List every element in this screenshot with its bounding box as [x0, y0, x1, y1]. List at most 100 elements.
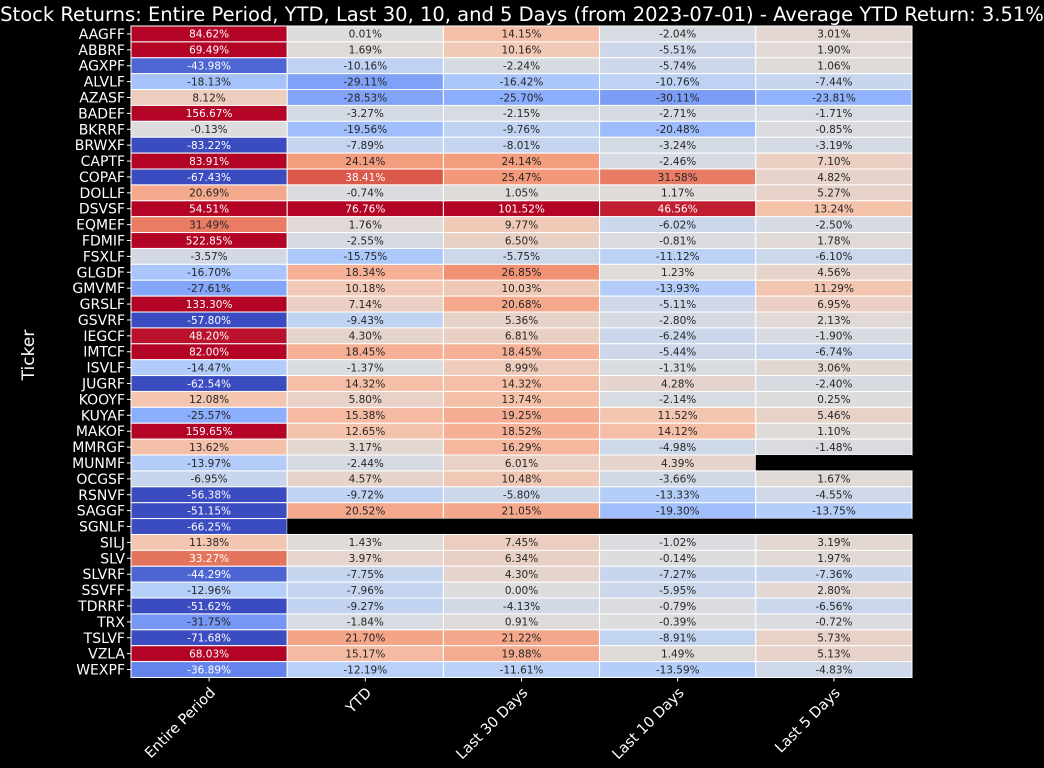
heatmap-cell-label: -16.70%: [187, 267, 231, 279]
heatmap-cell-label: 15.38%: [345, 410, 385, 422]
heatmap-cell-label: 14.12%: [658, 426, 698, 438]
heatmap-cell-label: -28.53%: [343, 92, 387, 104]
heatmap-cell-label: -0.79%: [659, 601, 696, 613]
heatmap-cell-label: -9.43%: [347, 315, 384, 327]
y-tick-label: GLGDF: [77, 265, 125, 281]
heatmap-cell-label: -2.46%: [659, 156, 696, 168]
heatmap-cell-label: 4.30%: [349, 331, 382, 343]
heatmap-cell-label: 133.30%: [186, 299, 233, 311]
heatmap-cell-label: -6.74%: [815, 347, 852, 359]
heatmap-cell-label: 1.69%: [349, 45, 382, 57]
heatmap-cell-label: 4.57%: [349, 474, 382, 486]
heatmap-cell-label: 1.49%: [661, 648, 694, 660]
heatmap-cell-label: -56.38%: [187, 490, 231, 502]
heatmap-cell-label: -4.98%: [659, 442, 696, 454]
heatmap-cell-label: -12.96%: [187, 585, 231, 597]
heatmap-cell-label: -7.27%: [659, 569, 696, 581]
heatmap-cell-label: -2.80%: [659, 315, 696, 327]
heatmap-cell-label: 20.69%: [189, 188, 229, 200]
heatmap-cell-label: 0.01%: [349, 29, 382, 41]
heatmap-cell-label: -2.04%: [659, 29, 696, 41]
heatmap-cell-missing: [443, 518, 600, 535]
heatmap-cell-label: -5.74%: [659, 61, 696, 73]
heatmap-cell-label: 16.29%: [501, 442, 541, 454]
heatmap-cell-label: -5.44%: [659, 347, 696, 359]
heatmap-cell-label: 76.76%: [345, 204, 385, 216]
heatmap-cell-label: 11.29%: [814, 283, 854, 295]
heatmap-cell-label: -6.02%: [659, 219, 696, 231]
heatmap-cell-label: -83.22%: [187, 140, 231, 152]
heatmap-cell-label: -19.56%: [343, 124, 387, 136]
heatmap-cell-label: -7.96%: [347, 585, 384, 597]
heatmap-cell-label: -31.75%: [187, 617, 231, 629]
heatmap-cell-label: 14.15%: [501, 29, 541, 41]
heatmap-cell-label: -66.25%: [187, 521, 231, 533]
heatmap-cell-label: -0.72%: [815, 617, 852, 629]
heatmap-cell-label: -5.11%: [659, 299, 696, 311]
heatmap-cell-label: -8.01%: [503, 140, 540, 152]
heatmap-cell-label: -57.80%: [187, 315, 231, 327]
heatmap-cell-label: 6.81%: [505, 331, 538, 343]
heatmap-cell-label: -67.43%: [187, 172, 231, 184]
heatmap-cell-label: -62.54%: [187, 378, 231, 390]
x-tick-label: Last 5 Days: [772, 685, 843, 756]
heatmap-cell-label: -13.75%: [812, 505, 856, 517]
heatmap-cell-label: -6.56%: [815, 601, 852, 613]
heatmap-cell-label: 7.14%: [349, 299, 382, 311]
heatmap-cell-label: 14.32%: [501, 378, 541, 390]
heatmap-cell-missing: [599, 518, 756, 535]
heatmap-cell-label: 4.39%: [661, 458, 694, 470]
heatmap-cell-label: 48.20%: [189, 331, 229, 343]
x-tick-label: Entire Period: [142, 685, 219, 762]
heatmap-cell-label: -3.66%: [659, 474, 696, 486]
heatmap-cell-label: 84.62%: [189, 29, 229, 41]
heatmap-cell-label: -19.30%: [656, 505, 700, 517]
heatmap-cell-label: -6.95%: [191, 474, 228, 486]
heatmap-cell-label: -15.75%: [343, 251, 387, 263]
heatmap-cell-label: -1.37%: [347, 362, 384, 374]
heatmap-cell-label: -1.31%: [659, 362, 696, 374]
heatmap-cell-label: 4.56%: [817, 267, 850, 279]
heatmap-cell-label: -4.83%: [815, 664, 852, 676]
y-tick-label: SSVFF: [82, 583, 125, 599]
heatmap-cell-label: -9.76%: [503, 124, 540, 136]
heatmap-cell-label: 1.78%: [817, 235, 850, 247]
heatmap-cell-label: 10.48%: [501, 474, 541, 486]
heatmap-cell-label: 9.77%: [505, 219, 538, 231]
heatmap-cell-label: 1.06%: [817, 61, 850, 73]
heatmap-cell-label: 18.45%: [501, 347, 541, 359]
y-tick-label: SAGGF: [77, 504, 125, 520]
heatmap-cell-label: 21.70%: [345, 633, 385, 645]
heatmap-cell-label: 12.08%: [189, 394, 229, 406]
heatmap-cell-label: -27.61%: [187, 283, 231, 295]
heatmap-cell-label: 5.27%: [817, 188, 850, 200]
heatmap-cell-label: 21.05%: [501, 505, 541, 517]
heatmap-cell-label: 46.56%: [658, 204, 698, 216]
heatmap-cell-label: 21.22%: [501, 633, 541, 645]
heatmap-cell-label: 1.10%: [817, 426, 850, 438]
x-tick-label: Last 30 Days: [454, 685, 532, 763]
heatmap-cell-label: 5.13%: [817, 648, 850, 660]
heatmap-cell-label: -44.29%: [187, 569, 231, 581]
heatmap-cell-label: -30.11%: [656, 92, 700, 104]
heatmap-cell-label: 18.52%: [501, 426, 541, 438]
y-tick-label: WEXPF: [76, 663, 125, 679]
y-tick-label: SLVRF: [82, 567, 125, 583]
heatmap-cell-label: -29.11%: [343, 76, 387, 88]
heatmap-cell-label: -2.55%: [347, 235, 384, 247]
heatmap-cell-label: 8.99%: [505, 362, 538, 374]
y-tick-label: BRWXF: [75, 138, 125, 154]
heatmap-cell-label: -1.02%: [659, 537, 696, 549]
heatmap-cell-label: -0.85%: [815, 124, 852, 136]
heatmap-cell-label: 24.14%: [345, 156, 385, 168]
x-tick-label: Last 10 Days: [610, 685, 688, 763]
heatmap-cell-label: 159.65%: [186, 426, 233, 438]
heatmap-cell-label: -1.71%: [815, 108, 852, 120]
y-tick-label: FSXLF: [83, 249, 125, 265]
heatmap-cell-label: 10.16%: [501, 45, 541, 57]
heatmap-cell-label: 4.28%: [661, 378, 694, 390]
heatmap-cell-label: 1.76%: [349, 219, 382, 231]
heatmap-cell-label: 1.67%: [817, 474, 850, 486]
heatmap-cell-label: 1.23%: [661, 267, 694, 279]
heatmap-cell-label: 3.06%: [817, 362, 850, 374]
